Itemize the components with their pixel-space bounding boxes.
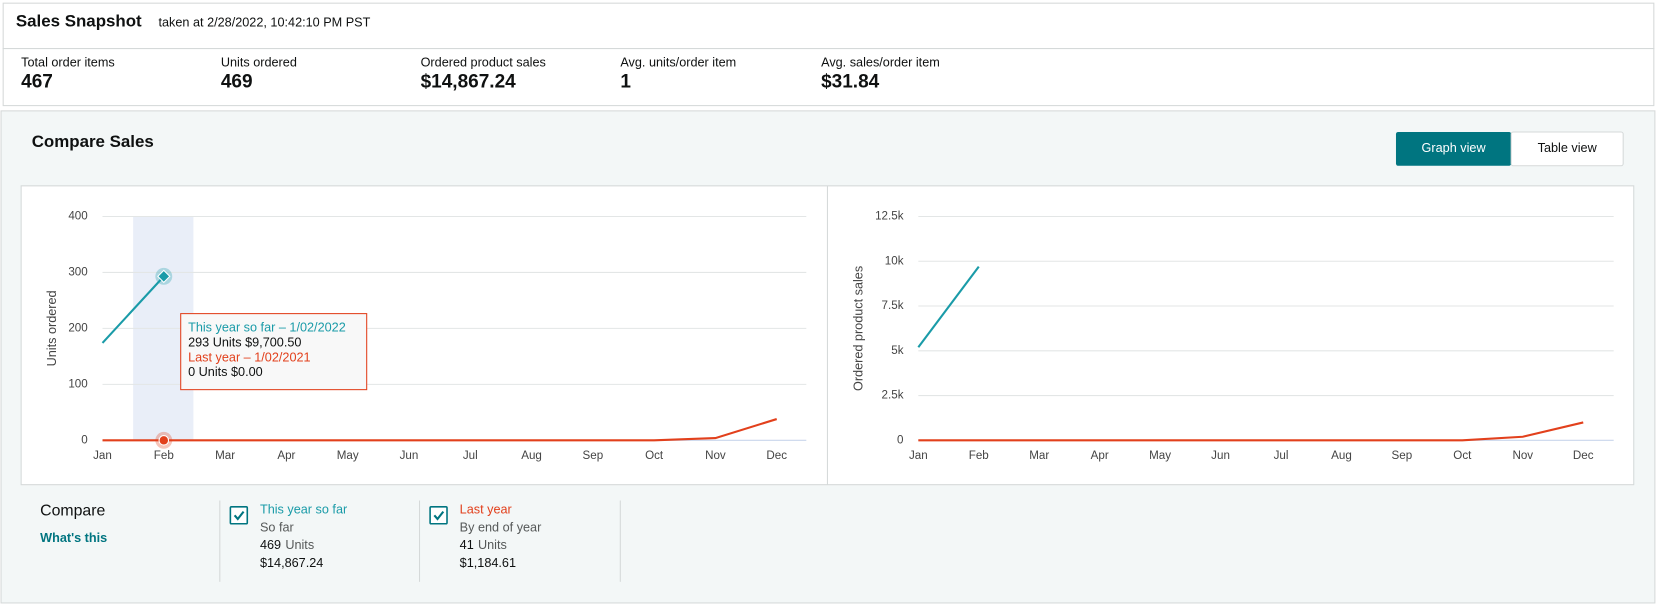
tooltip: This year so far – 1/02/2022 293 Units $…	[180, 313, 368, 391]
x-tick-label: Mar	[215, 449, 235, 462]
x-tick-label: Mar	[1029, 449, 1049, 462]
y-tick-label: 12.5k	[875, 210, 904, 223]
x-tick-label: May	[337, 449, 359, 462]
x-tick-label: Apr	[277, 449, 295, 462]
metric-label: Avg. sales/order item	[821, 56, 940, 70]
x-tick-label: Apr	[1091, 449, 1109, 462]
header-box	[2, 2, 1655, 50]
table-view-button[interactable]	[1510, 131, 1624, 167]
x-tick-label: Dec	[766, 449, 787, 462]
y-tick-label: 400	[68, 210, 87, 223]
y-tick-label: 10k	[885, 254, 904, 267]
metrics-box	[2, 48, 1655, 107]
metric-label: Ordered product sales	[421, 56, 546, 70]
series-units: 469 Units	[260, 538, 314, 552]
series-period: By end of year	[460, 520, 542, 534]
metric-label: Avg. units/order item	[620, 56, 736, 70]
tooltip-box	[180, 313, 368, 391]
y-tick-label: 100	[68, 377, 87, 390]
y-tick-label: 2.5k	[882, 389, 904, 402]
checkbox[interactable]	[429, 506, 448, 525]
x-tick-label: Sep	[583, 449, 604, 462]
checkbox[interactable]	[229, 506, 249, 525]
header-subtitle: taken at 2/28/2022, 10:42:10 PM PST	[159, 16, 371, 30]
metric-label: Units ordered	[221, 56, 297, 70]
metric-value: $31.84	[821, 71, 880, 92]
tooltip-line: 293 Units $9,700.50	[188, 336, 301, 350]
y-axis-title: Units ordered	[45, 290, 59, 366]
metric-value: $14,867.24	[421, 71, 517, 92]
tooltip-line: Last year – 1/02/2021	[188, 350, 310, 364]
metric-value: 1	[620, 71, 631, 92]
x-tick-label: Jun	[400, 449, 419, 462]
x-tick-label: Oct	[645, 449, 664, 462]
y-tick-label: 300	[68, 265, 87, 278]
section-title: Compare Sales	[32, 132, 154, 151]
series-units: 41 Units	[460, 538, 507, 552]
x-tick-label: Jan	[93, 449, 112, 462]
series-sales: $14,867.24	[260, 556, 323, 570]
series-name: This year so far	[260, 502, 347, 516]
graph-view-button[interactable]	[1395, 131, 1512, 166]
x-tick-label: Feb	[969, 449, 989, 462]
tooltip-line: 0 Units $0.00	[188, 365, 263, 379]
y-tick-label: 0	[897, 433, 903, 446]
compare-title: Compare	[40, 502, 105, 519]
x-tick-label: Jul	[463, 449, 478, 462]
x-tick-label: Jan	[909, 449, 928, 462]
whats-this-link[interactable]: What's this	[40, 531, 107, 545]
x-tick-label: Feb	[154, 449, 174, 462]
x-tick-label: Nov	[1512, 449, 1533, 462]
y-axis-title: Ordered product sales	[851, 266, 865, 391]
x-tick-label: May	[1149, 449, 1171, 462]
y-tick-label: 0	[81, 433, 87, 446]
compare-cards: This year so far So far 469 Units $14,867.24…	[219, 500, 621, 582]
series-line	[102, 418, 778, 442]
y-tick-label: 5k	[891, 344, 903, 357]
checkmark[interactable]	[233, 510, 245, 521]
series-line	[918, 421, 1584, 442]
tooltip-line: This year so far – 1/02/2022	[188, 321, 346, 335]
hover-marker	[157, 269, 171, 284]
hover-marker	[158, 435, 170, 446]
y-tick-label: 7.5k	[882, 299, 904, 312]
x-tick-label: Dec	[1573, 449, 1594, 462]
x-tick-label: Aug	[521, 449, 542, 462]
metric-label: Total order items	[21, 56, 115, 70]
x-tick-label: Jul	[1274, 449, 1289, 462]
units-number: 469	[260, 538, 281, 552]
charts: 0 100 200 300 400 Jan Feb Mar Apr May Jun Jul Aug Sep…	[45, 210, 1614, 462]
x-tick-label: Sep	[1392, 449, 1413, 462]
x-tick-label: Aug	[1331, 449, 1352, 462]
graph-view-label[interactable]: Graph view	[1422, 141, 1487, 155]
units-label: Units	[478, 538, 507, 552]
table-view-label[interactable]: Table view	[1538, 141, 1598, 155]
checkmark[interactable]	[433, 510, 445, 521]
units-number: 41	[460, 538, 474, 552]
metric-value: 469	[221, 71, 253, 92]
series-period: So far	[260, 520, 294, 534]
header-title: Sales Snapshot	[16, 12, 142, 31]
metric-value: 467	[21, 71, 53, 92]
series-sales: $1,184.61	[460, 556, 516, 570]
y-tick-label: 200	[68, 321, 87, 334]
series-line	[917, 265, 980, 348]
units-label: Units	[285, 538, 314, 552]
x-tick-label: Oct	[1453, 449, 1472, 462]
x-tick-label: Nov	[705, 449, 726, 462]
series-line	[101, 275, 165, 344]
x-tick-label: Jun	[1211, 449, 1230, 462]
series-name: Last year	[460, 502, 512, 516]
